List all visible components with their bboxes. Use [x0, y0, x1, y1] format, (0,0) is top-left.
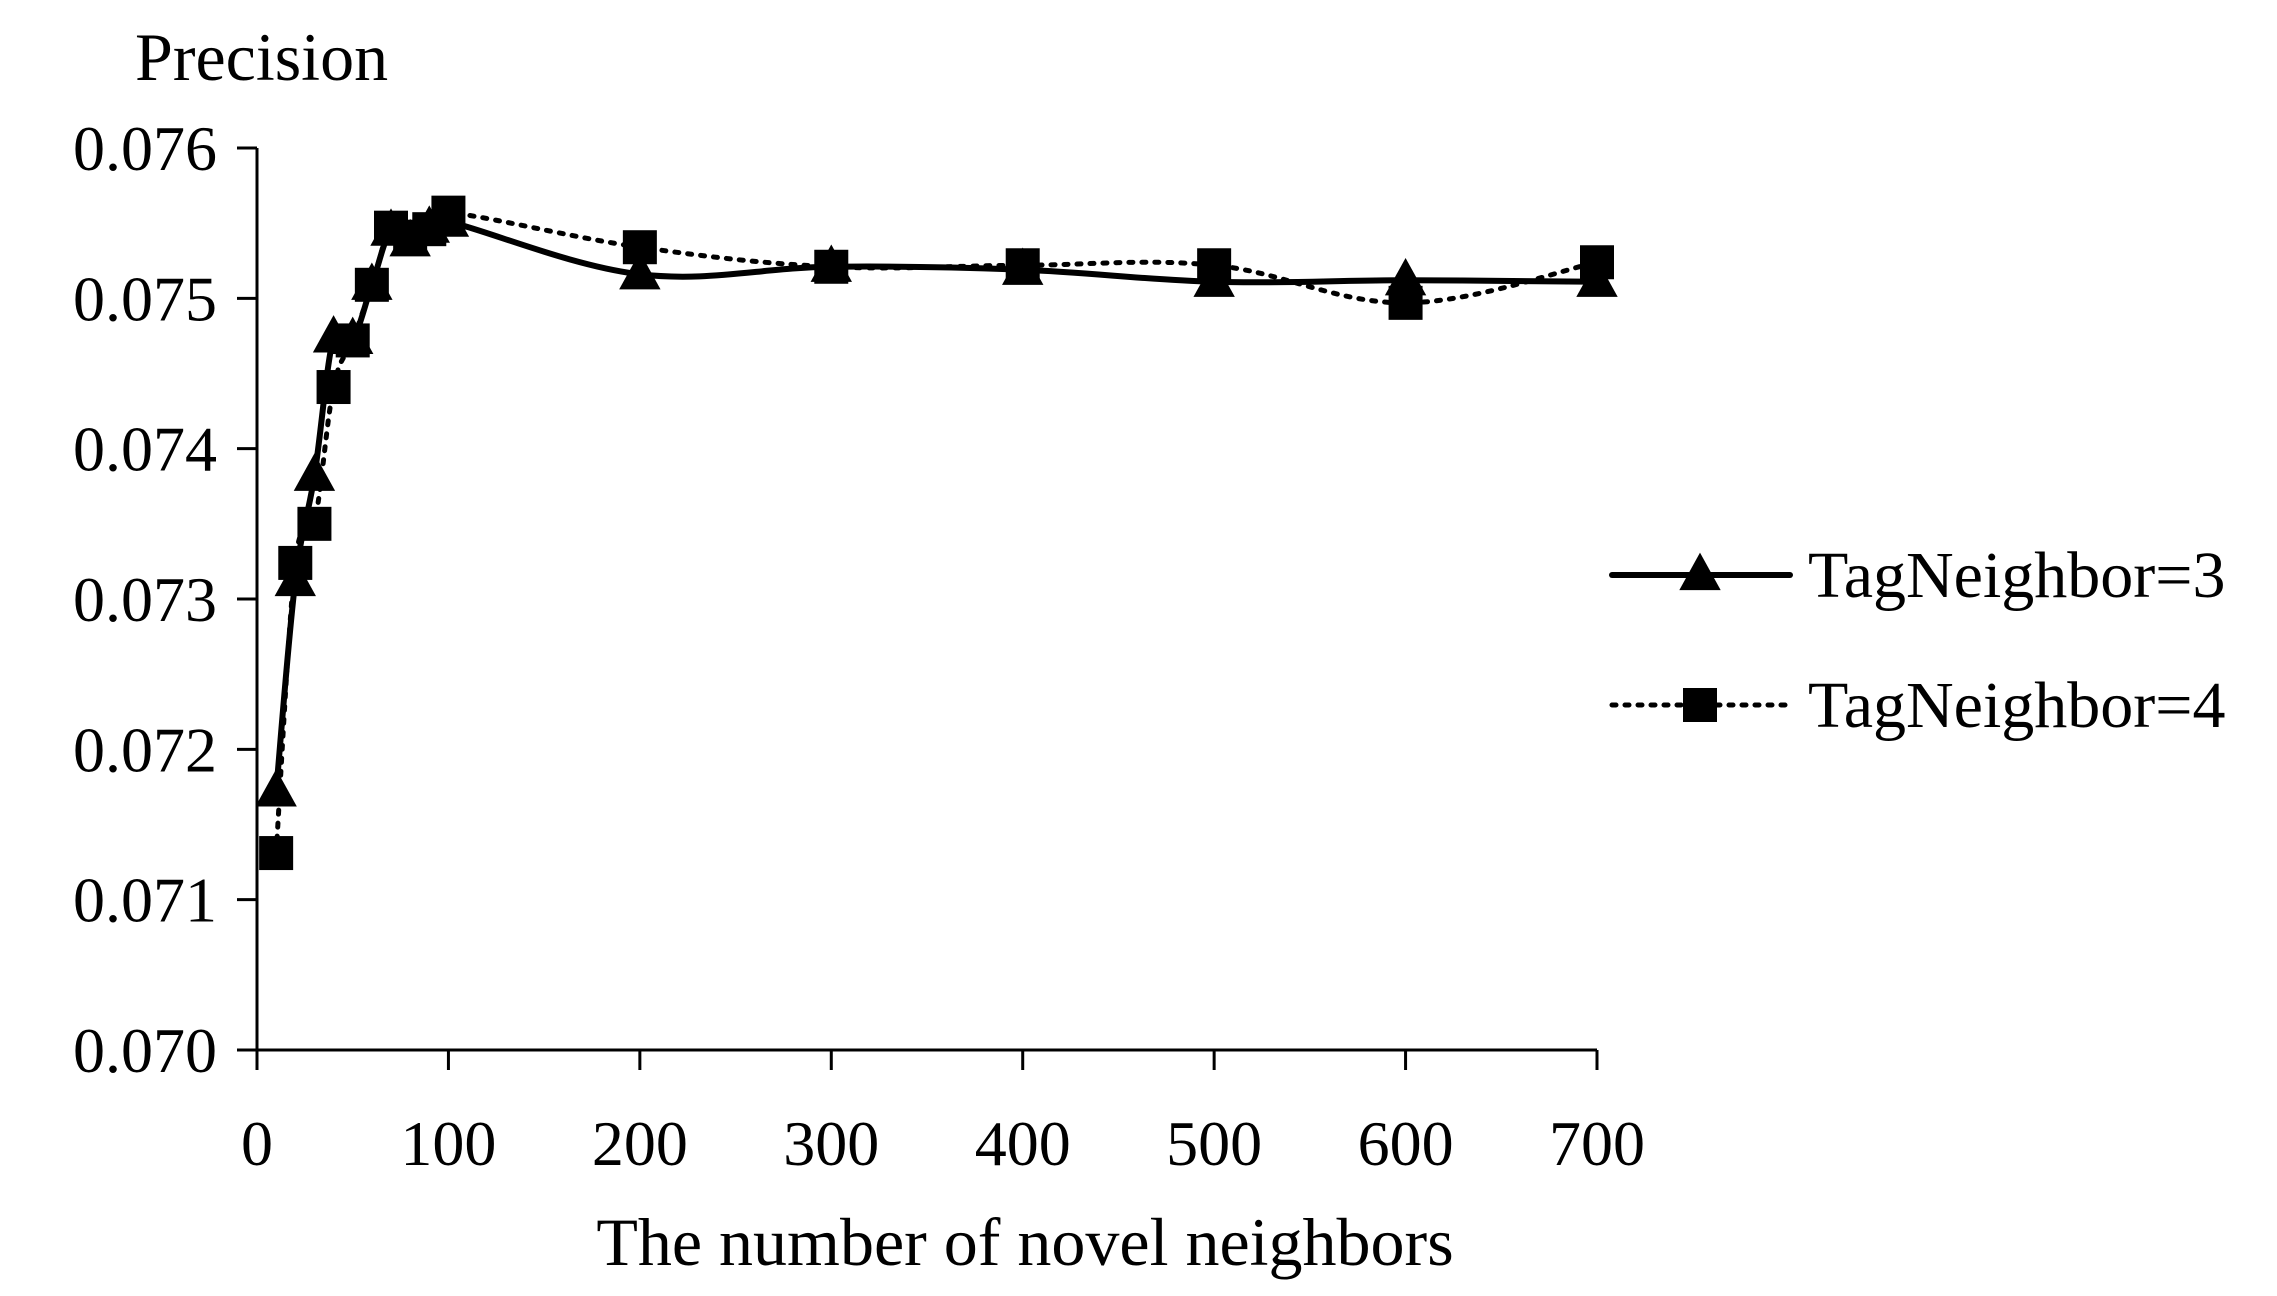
square-marker — [316, 370, 351, 405]
square-marker — [1197, 248, 1232, 283]
x-tick-label: 500 — [1166, 1108, 1262, 1179]
square-marker — [1005, 248, 1040, 283]
y-tick-label: 0.075 — [73, 263, 217, 334]
y-tick-label: 0.074 — [73, 414, 217, 485]
square-marker — [1580, 245, 1614, 280]
series-2 — [259, 195, 1614, 871]
square-marker — [297, 506, 332, 541]
legend-label: TagNeighbor=4 — [1808, 669, 2226, 742]
legend-item: TagNeighbor=3 — [1609, 539, 2226, 612]
legend-square-marker — [1683, 688, 1717, 722]
legend-label: TagNeighbor=3 — [1808, 539, 2226, 612]
square-marker — [278, 545, 313, 580]
legend-triangle-marker — [1679, 552, 1721, 591]
legend: TagNeighbor=3 TagNeighbor=4 — [1609, 539, 2226, 742]
x-tick-label: 0 — [241, 1108, 273, 1179]
triangle-marker — [255, 769, 297, 807]
y-tick-label: 0.073 — [73, 564, 217, 635]
legend-item: TagNeighbor=4 — [1609, 669, 2226, 742]
x-tick-label: 400 — [975, 1108, 1071, 1179]
square-marker — [622, 230, 657, 265]
y-tick-label: 0.076 — [73, 113, 217, 184]
square-marker — [259, 836, 294, 871]
square-marker — [354, 267, 389, 302]
series-layer — [255, 195, 1618, 871]
square-marker — [1388, 285, 1423, 320]
x-tick-label: 200 — [592, 1108, 688, 1179]
x-tick-label: 300 — [783, 1108, 879, 1179]
y-tick-label: 0.070 — [73, 1015, 217, 1086]
x-tick-label: 600 — [1358, 1108, 1454, 1179]
triangle-marker — [293, 453, 336, 491]
square-marker — [335, 323, 370, 358]
x-axis-title: The number of novel neighbors — [596, 1204, 1453, 1280]
square-marker — [431, 195, 466, 230]
x-tick-label: 100 — [400, 1108, 496, 1179]
y-tick-label: 0.071 — [73, 865, 217, 936]
axes: 0.070 0.071 0.072 0.073 0.074 0.075 0.076 0 100 2… — [73, 113, 1645, 1179]
y-tick-label: 0.072 — [73, 714, 217, 785]
y-axis-title: Precision — [135, 19, 388, 95]
x-tick-label: 700 — [1549, 1108, 1645, 1179]
triangle-marker — [619, 251, 661, 290]
square-marker — [814, 249, 849, 284]
